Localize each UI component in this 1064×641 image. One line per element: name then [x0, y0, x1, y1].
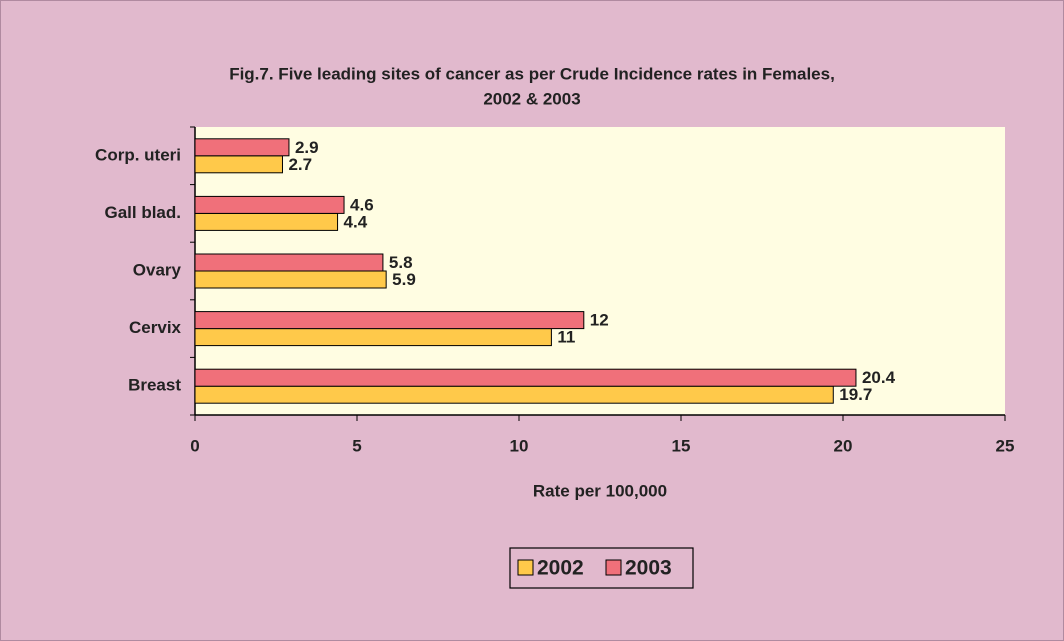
x-tick-label: 25 [996, 436, 1015, 455]
data-label: 4.6 [350, 195, 374, 214]
data-label: 5.9 [392, 270, 416, 289]
data-label: 2.7 [288, 155, 312, 174]
legend-box [509, 547, 694, 589]
data-label: 11 [557, 328, 575, 347]
bar [194, 328, 552, 347]
data-label: 2.9 [295, 138, 319, 157]
bar [194, 138, 290, 157]
legend-label: 2003 [625, 557, 672, 580]
chart-title: Fig.7. Five leading sites of cancer as p… [229, 64, 835, 83]
data-label: 20.4 [862, 368, 896, 387]
y-tick-label: Cervix [129, 318, 182, 337]
x-tick-label: 0 [190, 436, 199, 455]
bar [194, 385, 834, 404]
y-tick-label: Ovary [133, 260, 182, 279]
data-label: 12 [590, 311, 609, 330]
x-axis-label: Rate per 100,000 [533, 481, 667, 500]
bar [194, 212, 339, 231]
chart-title: 2002 & 2003 [483, 89, 580, 108]
bar [194, 155, 283, 174]
bar [194, 311, 585, 330]
data-label: 19.7 [839, 385, 872, 404]
data-label: 4.4 [344, 212, 368, 231]
x-tick-label: 5 [352, 436, 361, 455]
legend-swatch [517, 559, 534, 576]
bar [194, 195, 345, 214]
data-label: 5.8 [389, 253, 413, 272]
y-tick-label: Breast [128, 376, 181, 395]
x-tick-label: 20 [834, 436, 853, 455]
y-tick-label: Corp. uteri [95, 145, 181, 164]
legend-swatch [605, 559, 622, 576]
bar [194, 368, 857, 387]
bar [194, 253, 384, 272]
legend-label: 2002 [537, 557, 584, 580]
x-tick-label: 10 [510, 436, 529, 455]
x-tick-label: 15 [672, 436, 691, 455]
y-tick-label: Gall blad. [104, 203, 181, 222]
bar [194, 270, 387, 289]
